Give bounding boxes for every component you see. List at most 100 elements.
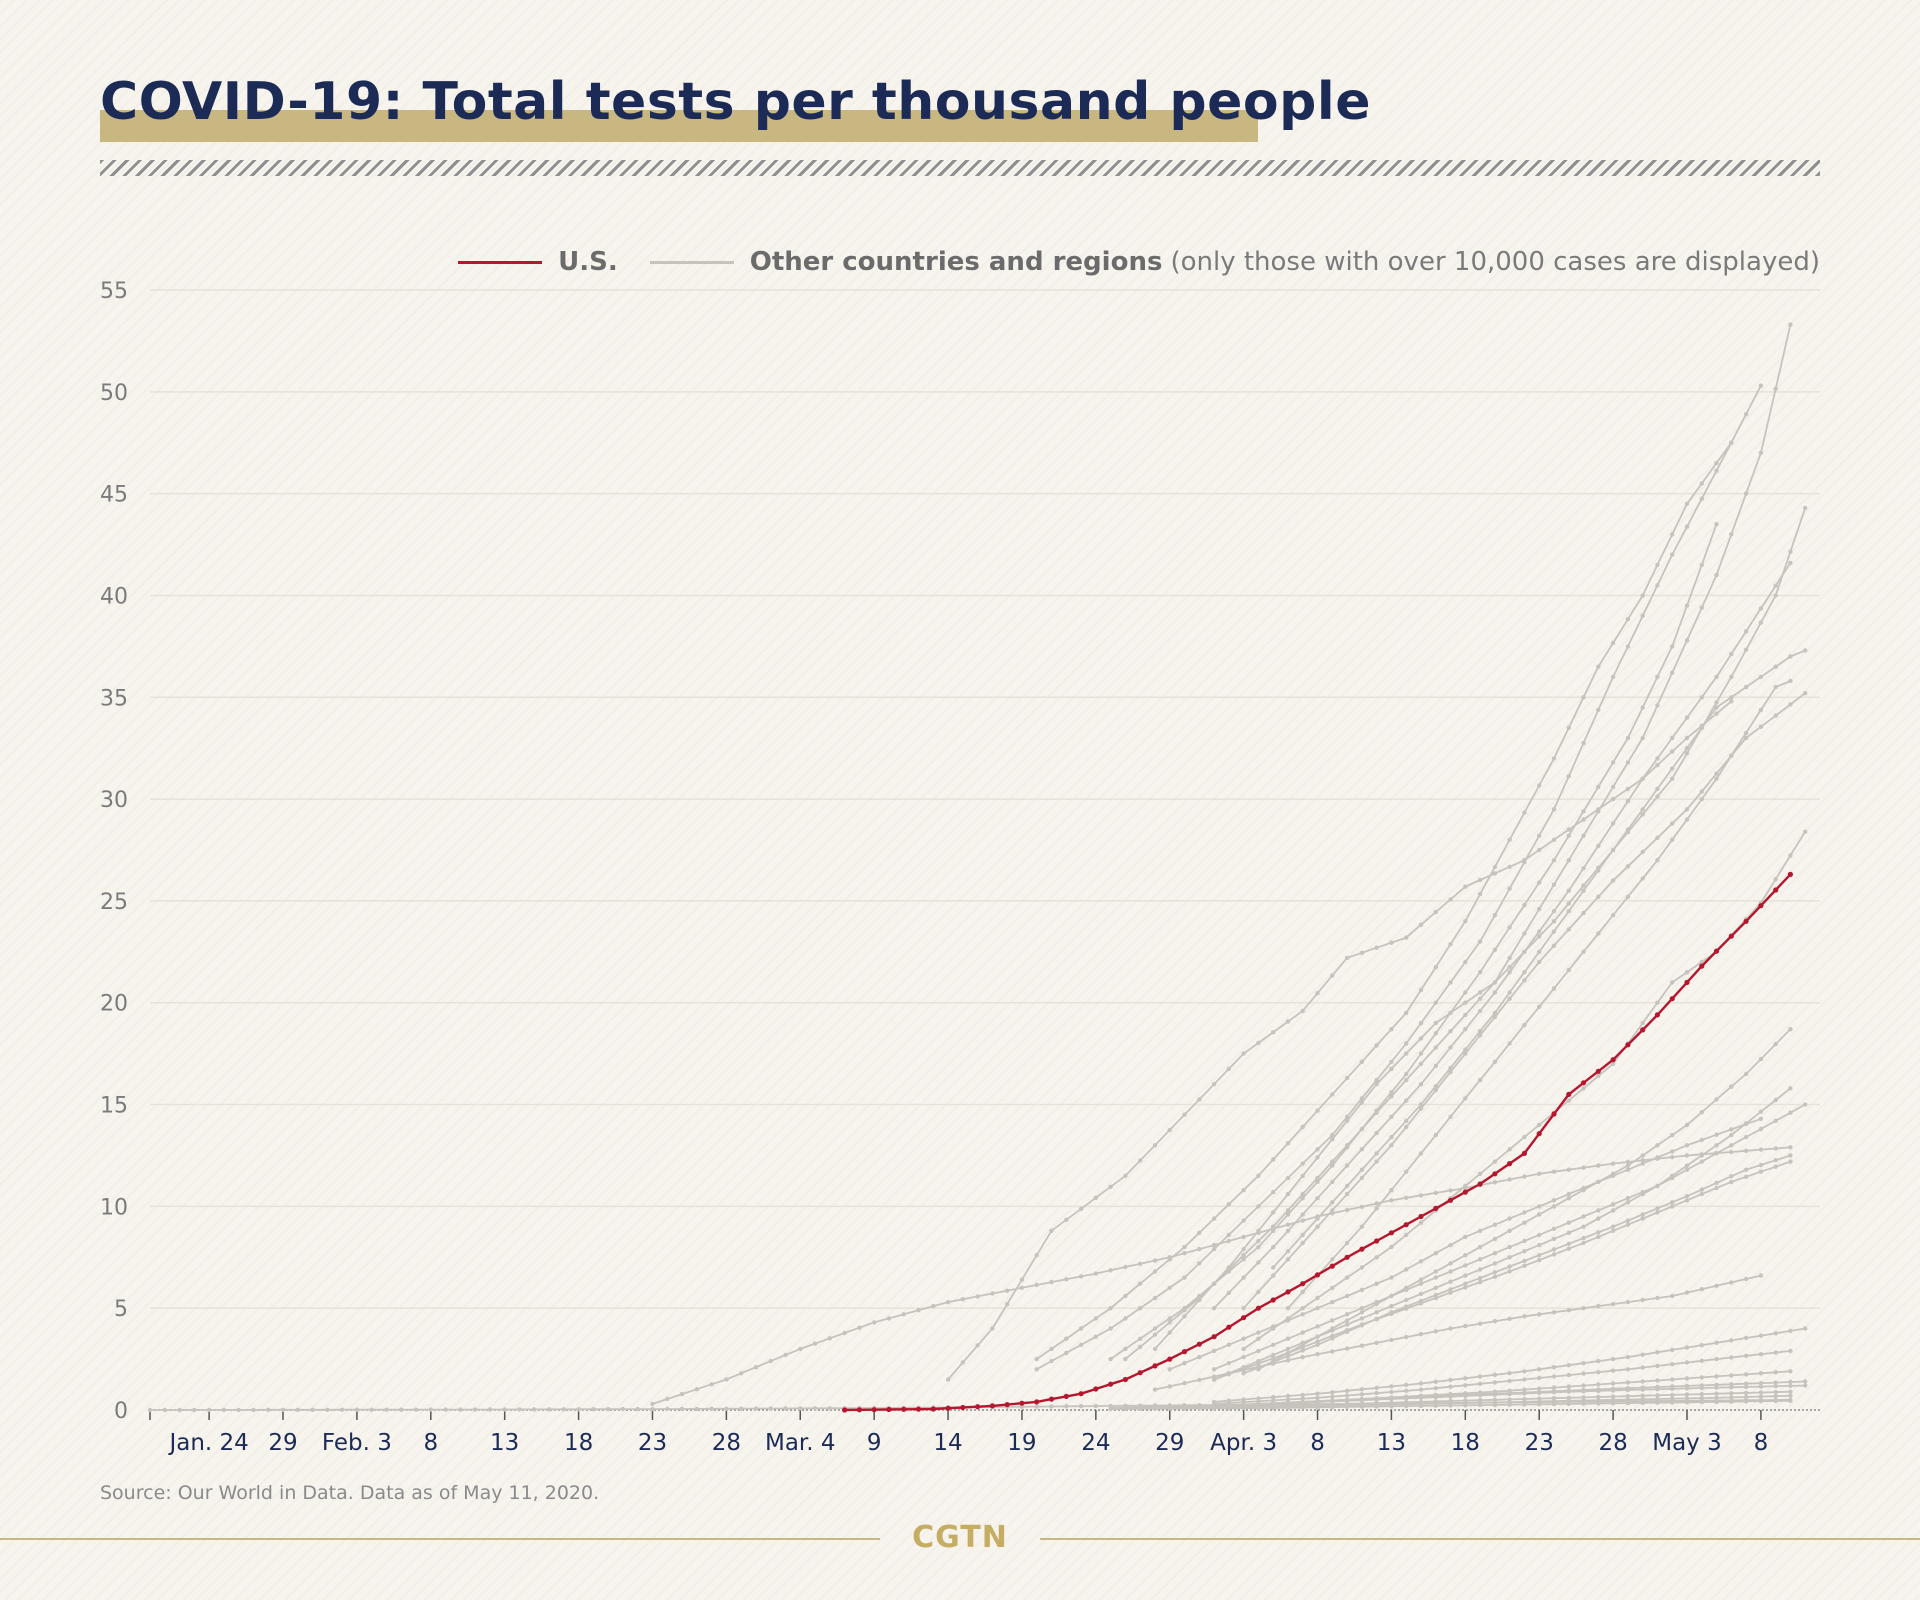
series-line [1243,1154,1791,1375]
data-point [1330,1132,1335,1138]
data-point [1197,1246,1202,1252]
data-point [1670,1293,1675,1299]
data-point [1404,1304,1409,1309]
data-point [1211,1306,1217,1311]
data-point [1610,1061,1616,1067]
data-point [1773,386,1778,391]
data-point [1714,700,1719,705]
data-point [1123,1403,1128,1409]
data-point [1093,1271,1099,1276]
data-point [1359,1343,1365,1348]
y-tick-label: 35 [100,686,128,711]
y-tick-label: 25 [100,890,128,915]
data-point [1537,1367,1542,1372]
data-point [768,1358,773,1364]
data-point [1714,468,1719,473]
data-point [1359,950,1365,955]
data-point [1699,1287,1705,1292]
data-point [1064,1277,1069,1282]
data-point [1566,1399,1572,1405]
data-point [1581,1224,1586,1229]
data-point [1670,1392,1675,1398]
data-point [1477,1400,1483,1405]
data-point [857,1325,862,1330]
data-point [1492,1270,1498,1275]
data-point [1300,1212,1305,1217]
us-data-point [1285,1289,1291,1295]
data-point [1477,1077,1483,1083]
data-point [1788,549,1793,554]
data-point [1773,664,1778,669]
data-point [1285,1354,1291,1359]
data-point [1566,1389,1572,1394]
data-point [1418,987,1424,993]
data-point [1389,1384,1394,1389]
data-point [1330,1092,1335,1097]
data-point [339,1407,345,1412]
y-tick-label: 55 [100,279,128,304]
data-point [1285,1350,1291,1356]
data-point [1167,1320,1172,1325]
data-point [1522,970,1527,975]
data-point [1418,1332,1424,1337]
data-point [1566,725,1572,730]
data-point [1714,1385,1719,1390]
data-point [1581,888,1586,893]
data-point [1625,786,1631,792]
y-tick-label: 45 [100,483,128,508]
data-point [399,1407,404,1412]
data-point [1374,1316,1379,1322]
data-point [1344,955,1350,961]
data-point [1610,1228,1616,1234]
us-data-point [1344,1254,1350,1260]
us-data-point [1329,1263,1335,1269]
data-point [1093,1316,1099,1321]
data-point [1241,1051,1246,1056]
data-point [1271,1189,1276,1195]
data-point [1625,1163,1631,1168]
data-point [1581,866,1586,871]
data-point [1404,935,1409,940]
us-data-point [915,1406,922,1412]
data-point [1226,1232,1232,1238]
data-point [1344,1398,1350,1404]
data-point [443,1407,448,1412]
data-point [679,1391,685,1397]
data-point [872,1320,877,1325]
decorative-hatch-band [100,160,1820,176]
data-point [1477,1171,1483,1177]
data-point [561,1407,566,1412]
data-point [1714,1391,1719,1396]
data-point [1670,776,1675,781]
data-point [1433,1395,1439,1400]
data-point [1670,735,1675,741]
data-point [1537,929,1542,934]
data-point [1566,1372,1572,1378]
us-data-point [1300,1281,1306,1287]
data-point [1315,1179,1320,1185]
data-point [1625,1394,1631,1399]
data-point [1049,1404,1054,1409]
y-tick-label: 5 [114,1297,128,1322]
data-point [1507,1316,1512,1322]
data-point [1537,1212,1542,1217]
data-point [1610,1224,1616,1229]
data-point [1699,1137,1705,1143]
us-data-point [1063,1393,1069,1399]
x-tick-label: 8 [1754,1430,1769,1456]
data-point [1492,1236,1498,1242]
data-point [842,1330,847,1336]
data-point [1418,1381,1424,1386]
data-point [1699,481,1705,486]
data-point [1271,1342,1276,1348]
data-point [1788,1086,1793,1091]
data-point [1788,1379,1793,1385]
data-point [1389,1389,1394,1395]
data-point [1551,1198,1557,1203]
data-point [413,1407,419,1412]
data-point [1344,1207,1350,1213]
data-point [1256,1336,1261,1341]
data-point [1433,1088,1439,1093]
data-point [1699,695,1705,700]
data-point [1670,1386,1675,1392]
